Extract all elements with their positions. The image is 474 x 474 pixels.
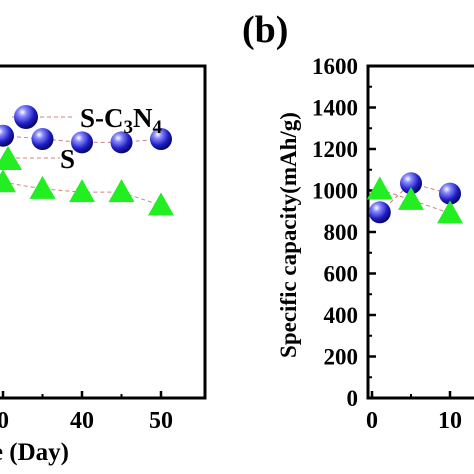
panel-a-point-s-3 — [108, 179, 135, 203]
panel-b-ytick-label-1600: 1600 — [312, 54, 358, 79]
panel-a-point-s-2 — [69, 179, 95, 203]
panel-a-point-s-4 — [148, 192, 174, 216]
panel-a-point-s-c3n4-1 — [31, 128, 54, 151]
panel-a-point-s-0 — [0, 169, 16, 193]
panel-a-point-s-1 — [29, 175, 56, 199]
panel-b-ytick-label-1200: 1200 — [312, 137, 358, 162]
legend-marker-s-c3n4 — [14, 105, 38, 129]
panel-b-xtick-label-0: 0 — [366, 408, 378, 434]
panel-a-point-s-c3n4-3 — [110, 131, 133, 154]
panel-b-ytick-label-400: 400 — [324, 303, 359, 328]
panel-b-ytick-label-1400: 1400 — [312, 96, 358, 121]
panel-b-point-s-c3n4-0 — [368, 201, 391, 224]
panel-b-ytick-label-200: 200 — [324, 345, 359, 370]
panel-b-frame — [366, 64, 474, 400]
panel-a-xtick-label-1: 40 — [70, 408, 94, 434]
panel-b-ytick-label-600: 600 — [324, 262, 359, 287]
panel-a-plot: 0 40 50 — [0, 124, 174, 434]
panel-b-ylabel: Specific capacity(mAh/g) — [276, 112, 301, 358]
panel-a-point-s-c3n4-4 — [150, 128, 172, 151]
panel-b-label: (b) — [242, 9, 288, 51]
panel-a-xtick-label-0: 0 — [0, 408, 9, 434]
panel-a-xlabel: ne (Day) — [0, 439, 69, 466]
panel-a-frame — [0, 64, 207, 400]
panel-b-point-s-1 — [398, 186, 424, 210]
panel-a-point-s-c3n4-2 — [71, 131, 93, 154]
legend-marker-s — [0, 146, 22, 170]
legend: S-C3N4 S — [0, 103, 163, 174]
legend-label-s-c3n4: S-C3N4 — [80, 103, 163, 138]
panel-b-line-s — [379, 188, 451, 214]
panel-b-point-s-2 — [437, 200, 463, 224]
panel-b-ytick-label-800: 800 — [324, 220, 359, 245]
panel-b-xtick-label-10: 10 — [438, 408, 462, 434]
panel-b-plot: 0 200 400 600 800 1000 1200 1400 1600 0 10 — [312, 54, 463, 434]
panel-b-ytick-label-1000: 1000 — [312, 179, 358, 204]
panel-b-point-s-0 — [366, 176, 393, 200]
panel-b-ytick-label-0: 0 — [347, 386, 359, 411]
panel-b-point-s-c3n4-2 — [439, 182, 461, 205]
panel-a-xtick-label-2: 50 — [149, 408, 173, 434]
legend-label-s: S — [60, 144, 75, 174]
panel-b-point-s-c3n4-1 — [400, 172, 422, 195]
panel-a-point-s-c3n4-0 — [0, 124, 14, 147]
